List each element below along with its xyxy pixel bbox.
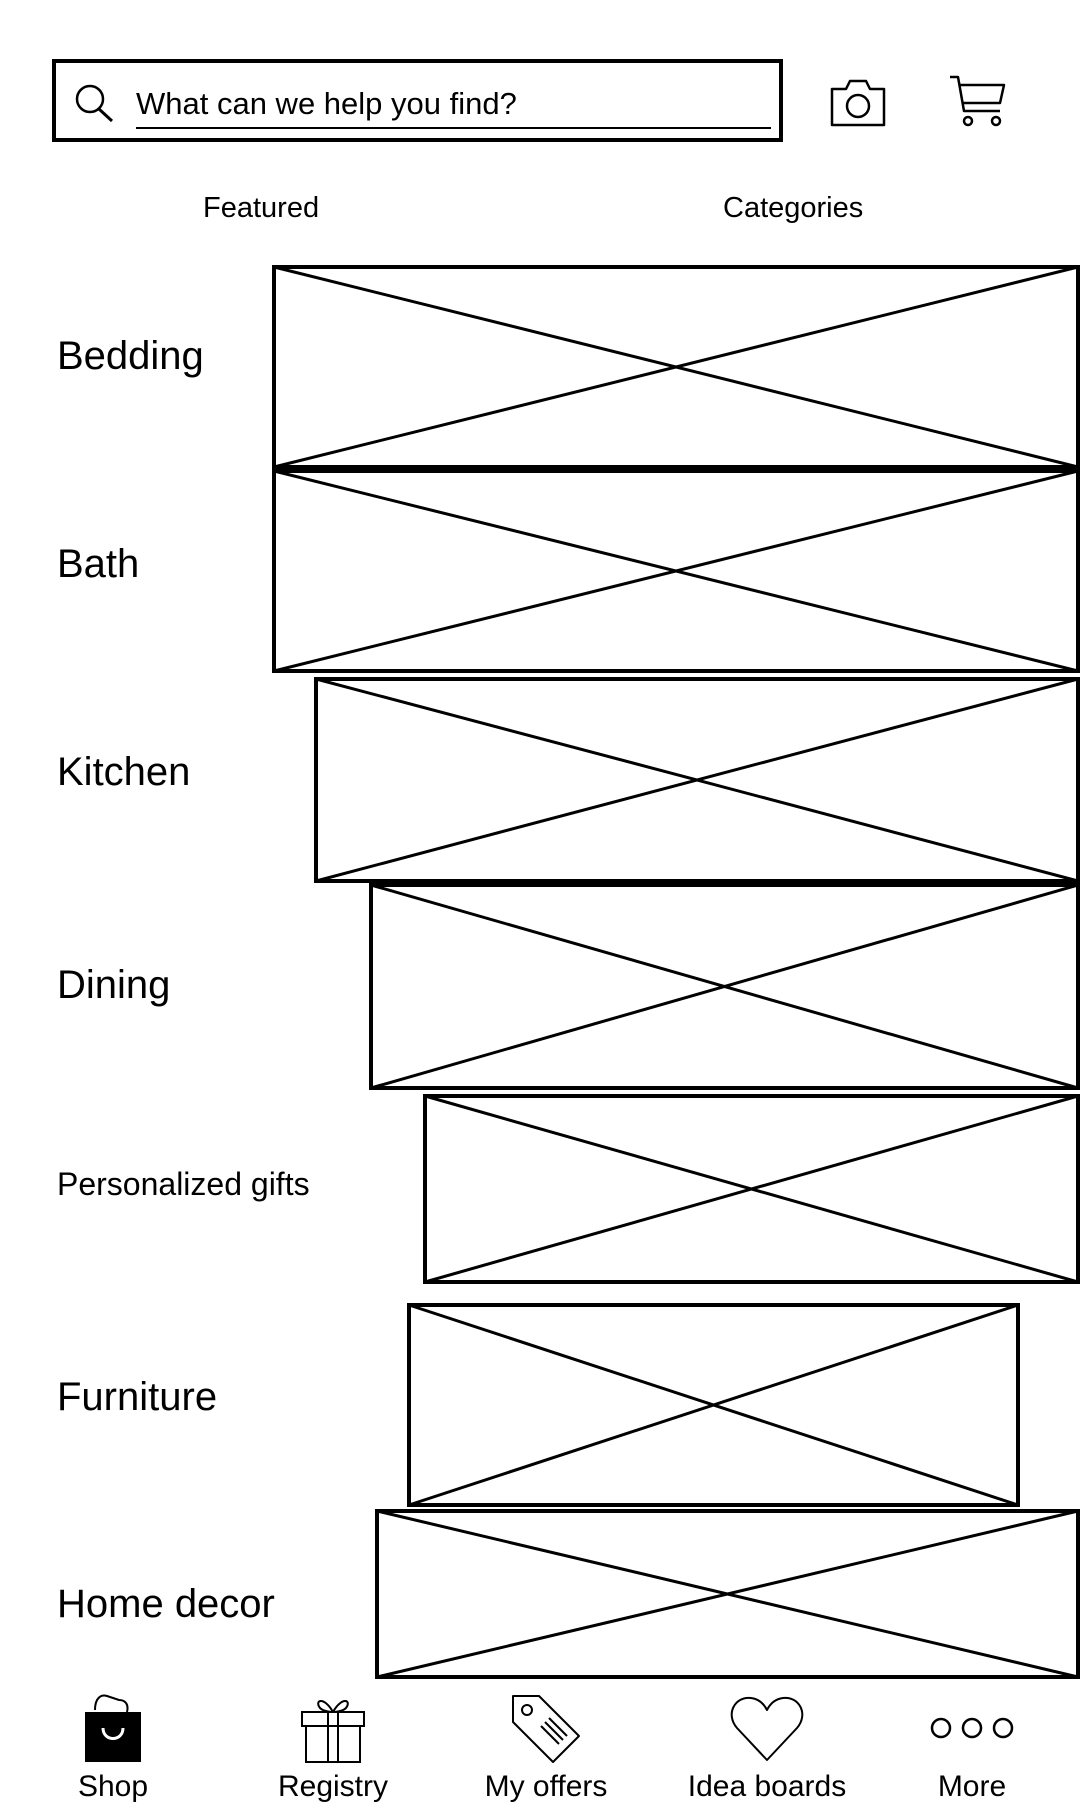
- category-label-furniture[interactable]: Furniture: [57, 1375, 218, 1419]
- category-image-kitchen[interactable]: [314, 677, 1080, 883]
- nav-shop[interactable]: Shop: [18, 1692, 208, 1804]
- nav-label-idea-boards: Idea boards: [687, 1770, 847, 1803]
- category-image-dining[interactable]: [369, 883, 1080, 1090]
- nav-registry[interactable]: Registry: [238, 1692, 428, 1804]
- nav-idea-boards[interactable]: Idea boards: [672, 1692, 862, 1804]
- image-placeholder-icon: [369, 883, 1080, 1090]
- category-label-home-decor[interactable]: Home decor: [57, 1582, 275, 1626]
- gift-icon: [301, 1700, 365, 1763]
- shopping-bag-icon: [85, 1694, 141, 1762]
- image-placeholder-icon: [407, 1303, 1020, 1507]
- tab-featured[interactable]: Featured: [203, 192, 320, 224]
- category-image-personalized-gifts[interactable]: [423, 1094, 1080, 1284]
- search-input[interactable]: What can we help you find?: [136, 86, 517, 121]
- category-label-kitchen[interactable]: Kitchen: [57, 750, 191, 794]
- tab-categories[interactable]: Categories: [723, 192, 864, 224]
- nav-my-offers[interactable]: My offers: [451, 1692, 641, 1804]
- search-bar[interactable]: What can we help you find?: [52, 59, 783, 142]
- category-image-home-decor[interactable]: [375, 1509, 1080, 1679]
- shopping-cart-icon[interactable]: [948, 73, 1008, 133]
- nav-more[interactable]: More: [877, 1692, 1067, 1804]
- search-icon: [75, 84, 114, 123]
- category-label-bedding[interactable]: Bedding: [57, 334, 204, 378]
- camera-icon[interactable]: [828, 77, 888, 129]
- image-placeholder-icon: [272, 265, 1080, 469]
- heart-icon: [730, 1696, 804, 1761]
- tag-icon: [512, 1695, 580, 1763]
- search-underline: [136, 127, 771, 129]
- nav-label-registry: Registry: [277, 1770, 389, 1803]
- category-label-dining[interactable]: Dining: [57, 963, 171, 1007]
- nav-label-more: More: [937, 1770, 1007, 1803]
- category-image-bedding[interactable]: [272, 265, 1080, 469]
- image-placeholder-icon: [272, 469, 1080, 673]
- category-label-personalized-gifts[interactable]: Personalized gifts: [57, 1166, 310, 1202]
- category-image-furniture[interactable]: [407, 1303, 1020, 1507]
- image-placeholder-icon: [375, 1509, 1080, 1679]
- image-placeholder-icon: [314, 677, 1080, 883]
- category-image-bath[interactable]: [272, 469, 1080, 673]
- category-label-bath[interactable]: Bath: [57, 542, 140, 586]
- image-placeholder-icon: [423, 1094, 1080, 1284]
- nav-label-shop: Shop: [77, 1770, 149, 1803]
- more-dots-icon: [930, 1717, 1014, 1739]
- nav-label-my-offers: My offers: [484, 1770, 608, 1803]
